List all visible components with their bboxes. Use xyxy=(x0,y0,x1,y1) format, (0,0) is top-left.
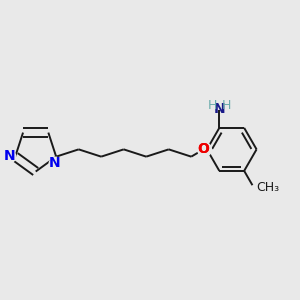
Text: N: N xyxy=(4,149,15,163)
Text: N: N xyxy=(49,156,60,170)
Text: H: H xyxy=(207,99,217,112)
Text: N: N xyxy=(214,102,225,116)
Text: O: O xyxy=(198,142,209,156)
Text: O: O xyxy=(198,142,209,156)
Text: CH₃: CH₃ xyxy=(256,182,280,194)
Text: H: H xyxy=(222,99,231,112)
